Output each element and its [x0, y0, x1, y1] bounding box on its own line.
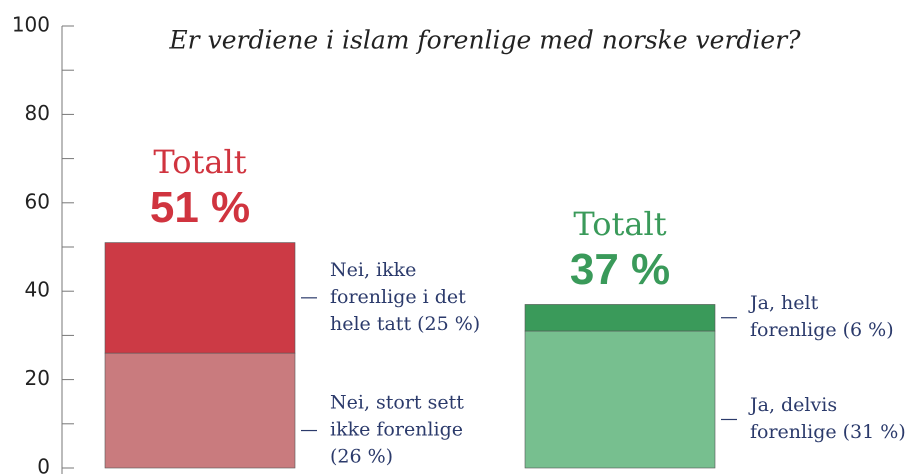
segment-label: forenlige i det	[330, 286, 466, 308]
bar-segment	[104, 352, 296, 469]
segment-label: Ja, delvis	[748, 394, 837, 416]
total-heading: Totalt	[153, 143, 246, 181]
y-tick-label: 0	[37, 455, 50, 474]
total-label: 51 %	[150, 183, 250, 232]
y-tick-label: 80	[25, 101, 50, 125]
segment-label: forenlige (31 %)	[750, 421, 906, 443]
bar-segment	[524, 330, 716, 469]
segment-label: Nei, stort sett	[330, 392, 464, 414]
y-tick-label: 20	[25, 366, 50, 390]
segment-label: hele tatt (25 %)	[330, 313, 480, 335]
segment-label: Nei, ikke	[330, 259, 416, 281]
y-tick-label: 60	[25, 189, 50, 213]
total-heading: Totalt	[573, 205, 666, 243]
y-tick-label: 40	[25, 278, 50, 302]
total-label: 37 %	[570, 245, 670, 294]
chart-title: Er verdiene i islam forenlige med norske…	[168, 26, 801, 55]
y-tick-label: 100	[12, 13, 50, 37]
segment-label: ikke forenlige	[330, 419, 463, 441]
bar-segment	[524, 304, 716, 332]
segment-label: Ja, helt	[748, 292, 819, 314]
segment-label: (26 %)	[330, 446, 393, 468]
segment-label: forenlige (6 %)	[750, 319, 894, 341]
bar-segment	[104, 242, 296, 354]
